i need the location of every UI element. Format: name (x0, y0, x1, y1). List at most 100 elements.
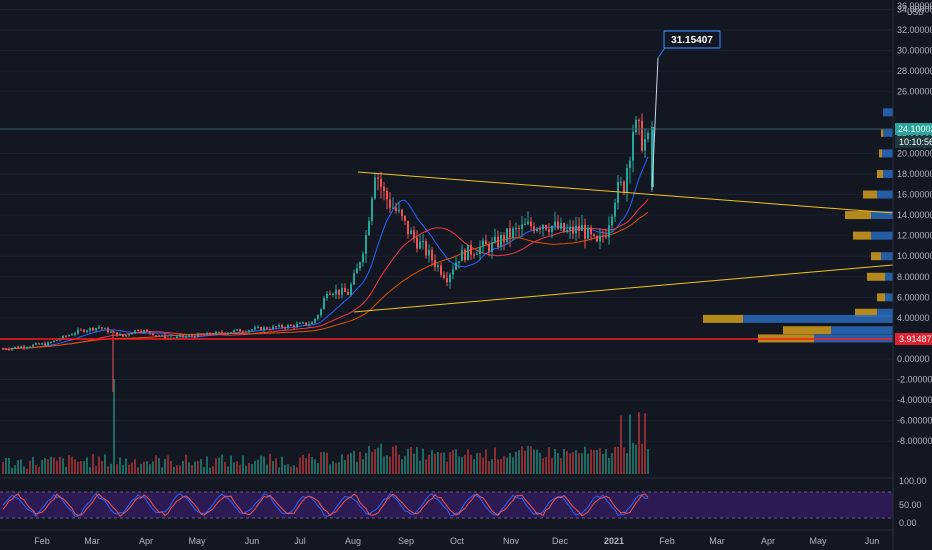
last-price-badge: 24.10002 10:10:56 (895, 123, 932, 148)
volume-bar (431, 449, 433, 474)
volume-bar (479, 453, 481, 474)
ma-mid-line (2, 199, 649, 350)
volume-bar (179, 465, 181, 474)
volume-bar (560, 458, 562, 474)
volume-bar (110, 463, 112, 474)
price-axis-tick: 32.00000 (897, 25, 932, 35)
volume-bar (263, 456, 265, 474)
volume-bar (404, 455, 406, 474)
candle-body (203, 334, 205, 336)
countdown-timer: 10:10:56 (899, 137, 932, 147)
upper-trendline[interactable] (357, 171, 894, 214)
volume-bar (413, 453, 415, 474)
candle-body (86, 330, 88, 332)
volume-bar (386, 455, 388, 474)
volume-bar (143, 461, 145, 474)
candle-body (533, 226, 535, 232)
candle-body (284, 327, 286, 329)
volume-bar (557, 452, 559, 474)
volume-bar (215, 458, 217, 474)
candle-body (530, 221, 532, 227)
price-callout[interactable]: 31.15407 (663, 30, 721, 49)
volume-bar (371, 451, 373, 474)
candle-body (260, 327, 262, 331)
candle-body (224, 332, 226, 334)
volume-bar (296, 467, 298, 474)
volume-bar (275, 458, 277, 474)
volume-bar (641, 443, 643, 474)
candle-body (233, 330, 235, 333)
volume-bar (632, 442, 634, 474)
candle-body (308, 324, 310, 326)
projection-line[interactable] (651, 57, 659, 191)
candle-body (230, 332, 232, 334)
candle-body (104, 328, 106, 330)
candle-body (527, 221, 529, 225)
volume-bar (71, 456, 73, 474)
volume-bar (128, 464, 130, 474)
volume-bar (536, 449, 538, 474)
volume-profile-bar (877, 169, 883, 178)
candle-body (392, 207, 394, 209)
volume-bar (170, 461, 172, 474)
price-axis-tick: 12.00000 (897, 231, 932, 241)
time-axis-tick: Jul (294, 536, 306, 546)
candle-body (554, 221, 556, 226)
price-axis-tick: -2.00000 (897, 375, 932, 385)
volume-bar (122, 464, 124, 474)
price-axis-tick: 34.00000 (897, 4, 932, 14)
candle-body (638, 119, 640, 121)
candle-body (497, 236, 499, 247)
candle-body (407, 220, 409, 235)
volume-bar (185, 454, 187, 474)
volume-bar (542, 458, 544, 474)
volume-bar (77, 461, 79, 474)
lower-trendline[interactable] (353, 264, 894, 313)
volume-bar (299, 457, 301, 474)
candle-body (461, 249, 463, 262)
volume-bar (620, 415, 622, 474)
time-axis-tick: Oct (450, 536, 465, 546)
volume-bar (611, 453, 613, 474)
trendlines[interactable] (353, 171, 894, 313)
candle-body (578, 225, 580, 232)
volume-bar (221, 454, 223, 474)
volume-bar (125, 458, 127, 474)
candle-body (491, 242, 493, 252)
candle-body (557, 221, 559, 229)
volume-bar (47, 459, 49, 474)
volume-bar (398, 454, 400, 474)
time-axis-tick: 2021 (604, 536, 624, 546)
volume-bar (482, 457, 484, 474)
candle-body (365, 235, 367, 254)
candle-body (245, 331, 247, 333)
volume-bar (629, 414, 631, 474)
volume-bar (20, 459, 22, 474)
candle-body (17, 346, 19, 348)
candle-body (398, 209, 400, 212)
volume-bar (605, 449, 607, 474)
candle-body (644, 139, 646, 151)
stochastic-oscillator-pane[interactable] (0, 491, 893, 519)
price-axis-tick: 4.00000 (897, 313, 930, 323)
time-axis-tick: May (809, 536, 827, 546)
volume-bar (572, 451, 574, 474)
volume-bar (377, 447, 379, 474)
candle-body (614, 202, 616, 217)
volume-bar (578, 453, 580, 474)
volume-bar (503, 456, 505, 474)
volume-bar (44, 458, 46, 474)
price-axis-tick: 28.00000 (897, 66, 932, 76)
time-axis[interactable]: Feb Mar Apr May Jun Jul Aug Sep Oct Nov Dec 2021 Feb… (34, 536, 879, 546)
volume-bar (5, 457, 7, 474)
level-price-value: 3.91487 (899, 334, 932, 344)
volume-bar (35, 464, 37, 474)
candle-body (2, 348, 4, 350)
volume-bar (152, 461, 154, 474)
candle-body (281, 324, 283, 328)
last-price-value: 24.10002 (898, 124, 932, 134)
candle-body (323, 298, 325, 310)
candle-body (386, 190, 388, 200)
